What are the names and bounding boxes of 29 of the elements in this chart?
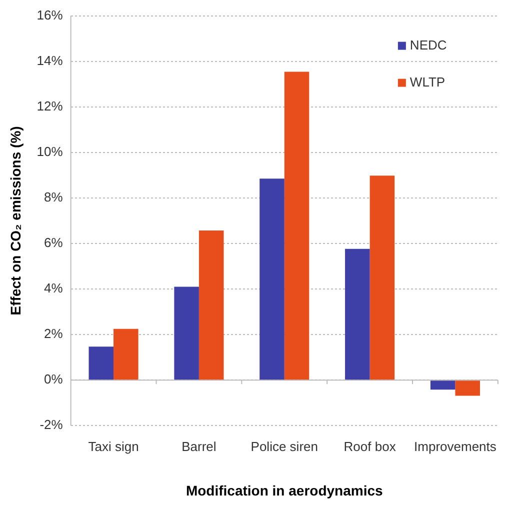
x-tick-label: Roof box xyxy=(344,438,396,454)
x-tick-label: Taxi sign xyxy=(88,438,139,454)
y-axis-title: Effect on CO₂ emissions (%) xyxy=(7,126,24,316)
bar xyxy=(370,176,395,380)
y-tick-label: -2% xyxy=(40,417,64,432)
legend-label: WLTP xyxy=(410,74,446,90)
y-tick-label: 10% xyxy=(36,144,64,159)
bar xyxy=(455,380,480,396)
x-tick-label: Improvements xyxy=(414,438,497,454)
y-tick-label: 6% xyxy=(44,235,64,250)
bar xyxy=(430,380,456,390)
y-tick-label: 14% xyxy=(36,52,64,68)
x-tick-label: Barrel xyxy=(182,438,216,454)
bar xyxy=(198,230,224,380)
bar xyxy=(345,248,370,380)
y-tick-label: 12% xyxy=(36,98,64,114)
x-tick-label: Police siren xyxy=(250,438,318,454)
bar xyxy=(114,328,138,380)
y-tick-label: 0% xyxy=(44,372,64,387)
y-tick-label: 16% xyxy=(36,7,64,22)
x-axis-title: Modification in aerodynamics xyxy=(186,482,383,498)
bar xyxy=(174,286,199,380)
y-tick-label: 8% xyxy=(44,190,64,205)
bar xyxy=(284,72,310,380)
y-tick-label: 4% xyxy=(44,280,64,296)
bar xyxy=(260,178,284,380)
legend-label: NEDC xyxy=(410,37,447,52)
bar xyxy=(88,346,114,380)
y-tick-label: 2% xyxy=(44,326,64,342)
